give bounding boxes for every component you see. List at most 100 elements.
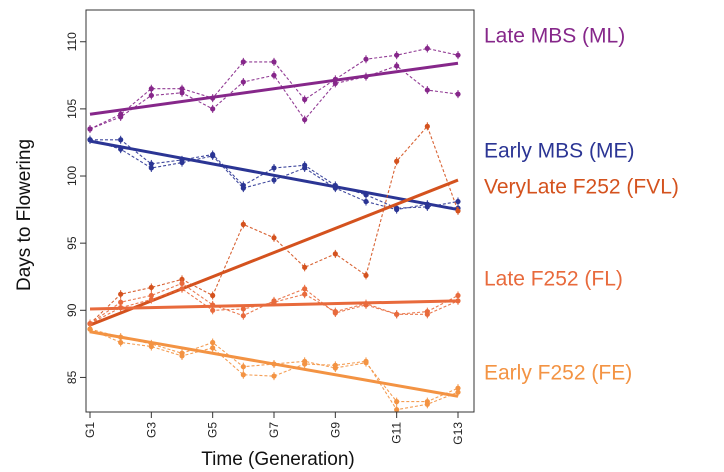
series-1-replicate-1-point-7 — [271, 177, 277, 183]
series-2-replicate-0-point-3 — [148, 284, 154, 291]
series-3-replicate-1-point-11 — [394, 311, 400, 317]
series-4-replicate-1-point-8 — [302, 361, 308, 367]
series-0-replicate-0-point-7 — [271, 59, 277, 65]
series-4-replicate-0-point-11 — [394, 399, 400, 405]
legend-label-0: Late MBS (ML) — [484, 25, 625, 48]
series-1-replicate-1-point-10 — [363, 198, 369, 205]
legend-label-3: Late F252 (FL) — [484, 268, 623, 291]
series-4-replicate-1-point-2 — [118, 339, 124, 346]
series-3-replicate-1-point-12 — [424, 309, 430, 315]
series-3-replicate-1-point-6 — [240, 306, 246, 312]
series-1-replicate-1-point-5 — [210, 153, 216, 159]
legend-layer: Late MBS (ML) Early MBS (ME) VeryLate F252… — [484, 25, 679, 385]
series-0-replicate-0-point-8 — [302, 96, 308, 103]
series-2-replicate-0-point-2 — [118, 291, 124, 297]
series-2-replicate-0-point-6 — [240, 221, 246, 227]
series-0-replicate-1-point-4 — [179, 90, 185, 96]
series-2-replicate-0-point-10 — [363, 272, 369, 278]
series-4-replicate-0-point-6 — [240, 364, 246, 370]
series-3-replicate-1-point-4 — [179, 286, 185, 292]
series-3-replicate-0-point-4 — [179, 280, 185, 287]
series-0-replicate-1-point-12 — [424, 87, 430, 93]
series-0-replicate-1-point-9 — [332, 80, 338, 86]
x-tick-label-G9: G9 — [328, 422, 342, 438]
y-tick-label-110: 110 — [65, 32, 79, 51]
series-4-replicate-0-point-5 — [210, 339, 216, 346]
x-tick-label-G1: G1 — [83, 422, 97, 438]
x-tick-label-G3: G3 — [144, 422, 158, 438]
series-4-replicate-1-point-6 — [240, 372, 246, 378]
series-4-replicate-1-point-9 — [332, 362, 338, 368]
series-3-trend-line — [89, 299, 459, 311]
series-2-replicate-0-point-7 — [271, 235, 277, 241]
series-2-replicate-0-line — [89, 125, 459, 325]
series-0-replicate-0-point-13 — [455, 52, 461, 58]
series-1-replicate-0-point-13 — [455, 198, 461, 205]
series-0-replicate-1-point-6 — [240, 79, 246, 85]
y-tick-label-95: 95 — [65, 236, 79, 250]
series-2-replicate-0-point-4 — [179, 276, 185, 283]
series-2-replicate-0-point-11 — [394, 158, 400, 164]
series-2-replicate-0-point-8 — [302, 264, 308, 270]
series-1-replicate-1-point-6 — [240, 185, 246, 191]
y-tick-label-90: 90 — [65, 303, 79, 317]
series-3-replicate-0-point-6 — [240, 313, 246, 319]
series-1 — [87, 135, 461, 214]
series-4-replicate-1-point-7 — [271, 373, 277, 379]
series-3-replicate-0-point-3 — [148, 292, 154, 299]
plot-frame — [85, 9, 475, 413]
series-0-replicate-1-point-2 — [118, 114, 124, 120]
series-3 — [87, 279, 461, 328]
series-0-replicate-0-point-3 — [148, 86, 154, 92]
series-2-replicate-0-point-12 — [424, 123, 430, 129]
series-1-replicate-1-point-8 — [302, 165, 308, 171]
x-tick-label-G5: G5 — [206, 422, 220, 438]
legend-label-1: Early MBS (ME) — [484, 140, 635, 163]
series-4-replicate-1-point-11 — [394, 407, 400, 413]
series-0-replicate-1-point-5 — [210, 106, 216, 112]
series-0 — [87, 44, 461, 134]
series-4 — [87, 325, 461, 414]
series-4-trend-line — [89, 330, 459, 398]
x-tick-label-G13: G13 — [451, 422, 465, 445]
series-0-replicate-1-point-3 — [148, 92, 154, 99]
y-tick-label-100: 100 — [65, 166, 79, 186]
series-0-replicate-0-point-6 — [240, 59, 246, 65]
axes-layer: 85 90 95 100 105 110 G1 G3 G5 G7 G9 G11 G13 — [65, 9, 475, 445]
y-tick-label-105: 105 — [65, 99, 79, 119]
series-3-replicate-1-point-1 — [87, 321, 93, 327]
series-2-replicate-0-point-9 — [332, 251, 338, 257]
y-tick-label-85: 85 — [65, 370, 79, 384]
series-3-replicate-1-point-13 — [455, 292, 461, 299]
series-0-replicate-1-point-1 — [87, 126, 93, 132]
series-4-replicate-1-point-10 — [363, 358, 369, 364]
x-axis-title: Time (Generation) — [201, 449, 354, 470]
series-1-replicate-0-point-7 — [271, 165, 277, 171]
x-tick-label-G7: G7 — [267, 422, 281, 438]
series-0-trend-line — [89, 61, 459, 116]
series-1-trend-line — [89, 139, 459, 212]
series-0-replicate-0-point-10 — [363, 56, 369, 62]
series-3-replicate-1-point-8 — [302, 291, 308, 297]
series-3-replicate-1-point-3 — [148, 296, 154, 303]
series-2-replicate-0-point-5 — [210, 292, 216, 299]
series-4-replicate-1-point-12 — [424, 401, 430, 407]
legend-label-2: VeryLate F252 (FVL) — [484, 176, 679, 199]
x-tick-label-G11: G11 — [390, 422, 404, 444]
series-0-replicate-0-point-4 — [179, 86, 185, 92]
series-4-replicate-1-point-5 — [210, 345, 216, 351]
series-1-replicate-0-point-3 — [148, 161, 154, 167]
series-2-replicate-0-point-13 — [455, 208, 461, 214]
series-4-replicate-1-point-4 — [179, 353, 185, 359]
series-1-replicate-0-point-2 — [118, 137, 124, 143]
series-1-replicate-1-point-11 — [394, 206, 400, 213]
series-0-replicate-1-point-7 — [271, 72, 277, 78]
series-3-replicate-1-point-9 — [332, 309, 338, 315]
series-0-replicate-1-point-13 — [455, 91, 461, 97]
y-axis-title: Days to Flowering — [14, 139, 35, 291]
series-0-replicate-1-point-11 — [394, 63, 400, 69]
series-4-replicate-1-point-3 — [148, 343, 154, 350]
series-4-replicate-0-point-13 — [455, 385, 461, 391]
legend-label-4: Early F252 (FE) — [484, 362, 632, 385]
